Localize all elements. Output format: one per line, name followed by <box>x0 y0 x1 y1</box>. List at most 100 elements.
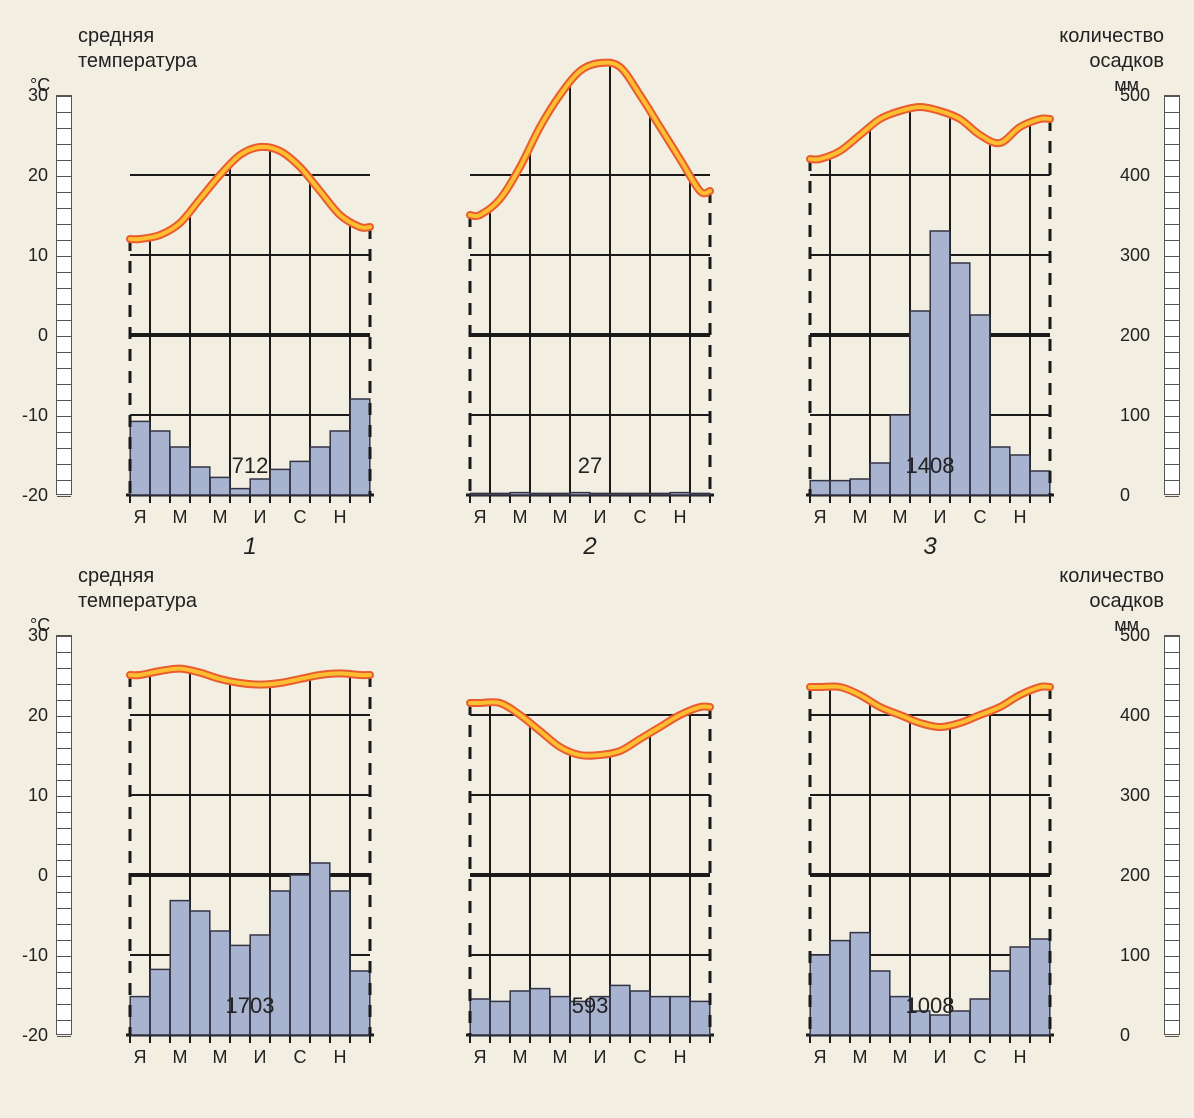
precip-bar <box>330 891 350 1035</box>
precip-bar <box>330 431 350 495</box>
temp-title-2: температура <box>78 50 197 73</box>
month-label: М <box>553 1047 568 1067</box>
precip-bar <box>810 955 830 1035</box>
month-label: М <box>853 507 868 527</box>
precip-bar <box>610 985 630 1035</box>
precip-bar <box>650 997 670 1035</box>
precip-bar <box>830 941 850 1035</box>
precip-bar <box>250 479 270 495</box>
month-label: Я <box>814 507 827 527</box>
month-label: И <box>254 1047 267 1067</box>
precip-bar <box>130 421 150 495</box>
climograph-svg: 27ЯММИСН <box>470 95 710 525</box>
climograph-panel: 1408ЯММИСН <box>810 95 1050 495</box>
temp-tick: 20 <box>8 705 48 726</box>
month-label: С <box>634 1047 647 1067</box>
precip-bar <box>310 863 330 1035</box>
precip-bar <box>1030 939 1050 1035</box>
precip-bar <box>850 479 870 495</box>
precip-bar <box>650 493 670 495</box>
month-label: Я <box>134 1047 147 1067</box>
precip-bar <box>610 493 630 495</box>
temp-tick: 30 <box>8 85 48 106</box>
temp-tick: 10 <box>8 245 48 266</box>
precip-tick: 300 <box>1120 245 1160 266</box>
temp-curve-outer <box>130 147 370 239</box>
month-label: Н <box>1014 1047 1027 1067</box>
annual-total: 1703 <box>226 993 275 1018</box>
temp-tick: -10 <box>8 945 48 966</box>
month-label: Я <box>814 1047 827 1067</box>
month-label: Н <box>674 1047 687 1067</box>
temp-ruler <box>56 95 72 495</box>
month-label: И <box>934 507 947 527</box>
precip-bar <box>190 911 210 1035</box>
precip-bar <box>630 493 650 495</box>
precip-bar <box>490 1001 510 1035</box>
precip-bar <box>690 493 710 495</box>
precip-bar <box>270 469 290 495</box>
precip-bar <box>190 467 210 495</box>
precip-title-2: осадков <box>1089 50 1164 73</box>
month-label: И <box>594 1047 607 1067</box>
climograph-panel: 27ЯММИСН <box>470 95 710 495</box>
precip-bar <box>170 901 190 1035</box>
temp-tick: 0 <box>8 865 48 886</box>
precip-bar <box>970 999 990 1035</box>
temp-curve-inner <box>470 63 710 217</box>
month-label: Н <box>334 507 347 527</box>
climograph-svg: 1703ЯММИСН <box>130 635 370 1065</box>
precip-bar <box>670 493 690 495</box>
temp-tick: -10 <box>8 405 48 426</box>
month-label: Н <box>674 507 687 527</box>
precip-bar <box>310 447 330 495</box>
month-label: М <box>893 1047 908 1067</box>
month-label: М <box>213 507 228 527</box>
precip-tick: 500 <box>1120 625 1160 646</box>
precip-bar <box>630 991 650 1035</box>
precip-bar <box>150 969 170 1035</box>
month-label: М <box>173 507 188 527</box>
precip-bar <box>1030 471 1050 495</box>
precip-bar <box>210 477 230 495</box>
precip-bar <box>1010 947 1030 1035</box>
precip-bar <box>1010 455 1030 495</box>
annual-total: 593 <box>572 993 609 1018</box>
month-label: М <box>513 1047 528 1067</box>
precip-bar <box>690 1001 710 1035</box>
climograph-panel: 1008ЯММИСН <box>810 635 1050 1035</box>
precip-bar <box>850 933 870 1035</box>
precip-title-1: количество <box>1059 25 1164 48</box>
precip-bar <box>250 935 270 1035</box>
precip-bar <box>510 493 530 495</box>
temp-title-1: средняя <box>78 565 154 588</box>
panel-index: 3 <box>915 533 945 561</box>
annual-total: 1408 <box>906 453 955 478</box>
precip-bar <box>870 463 890 495</box>
precip-bar <box>290 461 310 495</box>
precip-ruler <box>1164 635 1180 1035</box>
precip-bar <box>210 931 230 1035</box>
temp-ruler <box>56 635 72 1035</box>
month-label: М <box>213 1047 228 1067</box>
precip-tick: 0 <box>1120 485 1160 506</box>
temp-title-1: средняя <box>78 25 154 48</box>
precip-tick: 100 <box>1120 945 1160 966</box>
precip-tick: 0 <box>1120 1025 1160 1046</box>
month-label: С <box>974 507 987 527</box>
precip-bar <box>490 493 510 495</box>
precip-bar <box>930 1015 950 1035</box>
precip-bar <box>830 481 850 495</box>
panel-index: 1 <box>235 533 265 561</box>
climograph-svg: 712ЯММИСН <box>130 95 370 525</box>
annual-total: 27 <box>578 453 602 478</box>
climograph-panel: 1703ЯММИСН <box>130 635 370 1035</box>
month-label: Н <box>334 1047 347 1067</box>
month-label: М <box>553 507 568 527</box>
precip-tick: 200 <box>1120 865 1160 886</box>
precip-bar <box>230 489 250 495</box>
precip-bar <box>530 493 550 495</box>
temp-tick: -20 <box>8 485 48 506</box>
temp-title-2: температура <box>78 590 197 613</box>
temp-tick: 10 <box>8 785 48 806</box>
